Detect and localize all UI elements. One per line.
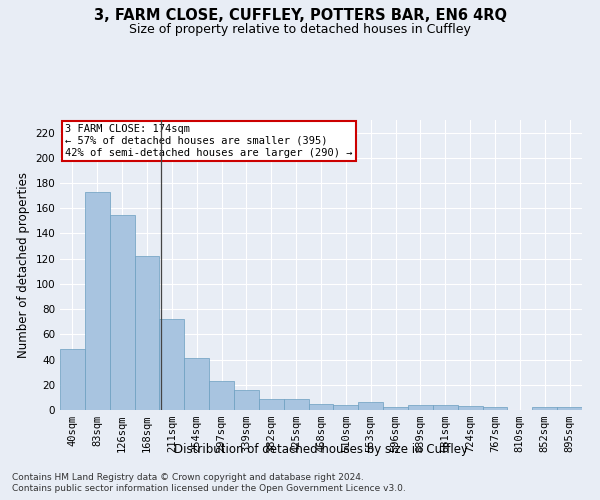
Bar <box>184 358 209 410</box>
Y-axis label: Number of detached properties: Number of detached properties <box>17 172 30 358</box>
Text: Distribution of detached houses by size in Cuffley: Distribution of detached houses by size … <box>174 442 468 456</box>
Bar <box>160 319 184 410</box>
Bar <box>557 408 582 410</box>
Bar <box>308 404 334 410</box>
Text: Contains public sector information licensed under the Open Government Licence v3: Contains public sector information licen… <box>12 484 406 493</box>
Bar <box>408 405 433 410</box>
Bar <box>433 405 458 410</box>
Bar <box>334 405 358 410</box>
Bar <box>358 402 383 410</box>
Text: Size of property relative to detached houses in Cuffley: Size of property relative to detached ho… <box>129 22 471 36</box>
Bar <box>60 350 85 410</box>
Text: 3 FARM CLOSE: 174sqm
← 57% of detached houses are smaller (395)
42% of semi-deta: 3 FARM CLOSE: 174sqm ← 57% of detached h… <box>65 124 353 158</box>
Bar <box>259 398 284 410</box>
Bar <box>383 408 408 410</box>
Text: Contains HM Land Registry data © Crown copyright and database right 2024.: Contains HM Land Registry data © Crown c… <box>12 472 364 482</box>
Bar <box>532 408 557 410</box>
Bar <box>482 408 508 410</box>
Bar <box>209 381 234 410</box>
Bar <box>458 406 482 410</box>
Bar <box>284 398 308 410</box>
Bar <box>234 390 259 410</box>
Text: 3, FARM CLOSE, CUFFLEY, POTTERS BAR, EN6 4RQ: 3, FARM CLOSE, CUFFLEY, POTTERS BAR, EN6… <box>94 8 506 22</box>
Bar <box>110 214 134 410</box>
Bar <box>85 192 110 410</box>
Bar <box>134 256 160 410</box>
